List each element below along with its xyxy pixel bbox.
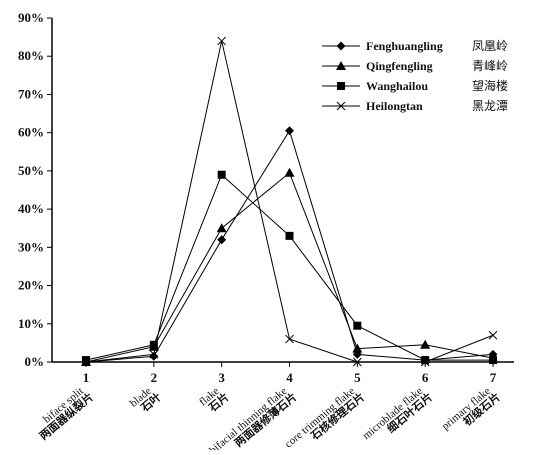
y-tick-label: 10% (18, 316, 44, 331)
data-point-fenghuangling (285, 126, 294, 136)
data-point-wanghailou (421, 356, 430, 365)
legend-marker-qingfengling (336, 61, 346, 70)
data-point-fenghuangling (217, 235, 227, 245)
y-tick-label: 0% (25, 354, 45, 369)
data-point-heilongtan (149, 350, 159, 359)
data-point-wanghailou (489, 356, 497, 365)
data-point-wanghailou (82, 356, 90, 365)
y-tick-label: 40% (18, 201, 44, 216)
y-tick-label: 80% (18, 48, 44, 63)
x-tick-label: 1 (83, 370, 90, 385)
y-tick-label: 60% (18, 125, 44, 140)
y-tick-label: 50% (18, 163, 44, 178)
data-point-heilongtan (285, 334, 294, 344)
legend-label-cn: 望海楼 (472, 78, 508, 93)
data-point-wanghailou (149, 340, 158, 349)
legend-label-en: Wanghailou (366, 79, 428, 93)
data-point-qingfengling (216, 223, 227, 233)
legend-label-cn: 青峰岭 (472, 59, 508, 73)
data-point-qingfengling (420, 339, 431, 349)
data-point-wanghailou (217, 170, 226, 179)
x-tick-label: 5 (354, 370, 361, 385)
x-tick-label: 3 (218, 370, 225, 385)
x-tick-label: 2 (151, 370, 158, 385)
x-tick-label: 7 (490, 370, 497, 385)
y-tick-label: 70% (18, 86, 44, 101)
x-tick-label: 6 (422, 370, 429, 385)
data-point-wanghailou (353, 321, 362, 330)
legend-label-en: Heilongtan (366, 99, 423, 113)
y-tick-label: 20% (18, 278, 44, 293)
series-line-qingfengling (85, 171, 494, 363)
legend-label-en: Qingfengling (366, 59, 433, 73)
series-line-fenghuangling (85, 129, 494, 363)
data-point-heilongtan (81, 357, 91, 367)
legend-marker-heilongtan (336, 101, 346, 111)
legend-label-cn: 凤凰岭 (472, 39, 508, 53)
legend-marker-fenghuangling (336, 41, 346, 51)
data-point-heilongtan (420, 357, 430, 367)
data-point-heilongtan (352, 357, 362, 367)
data-point-heilongtan (217, 36, 227, 46)
data-point-qingfengling (284, 167, 295, 177)
legend-label-cn: 黑龙潭 (472, 99, 508, 113)
data-point-heilongtan (488, 330, 498, 340)
data-point-wanghailou (285, 231, 294, 240)
y-tick-label: 30% (18, 239, 44, 254)
y-tick-label: 90% (18, 10, 44, 25)
legend-marker-wanghailou (337, 82, 345, 90)
data-point-fenghuangling (149, 351, 159, 361)
x-tick-label: 4 (286, 370, 293, 385)
series-line-heilongtan (85, 40, 494, 363)
legend-label-en: Fenghuangling (366, 39, 443, 53)
data-point-qingfengling (352, 343, 363, 353)
series-line-wanghailou (85, 173, 493, 361)
